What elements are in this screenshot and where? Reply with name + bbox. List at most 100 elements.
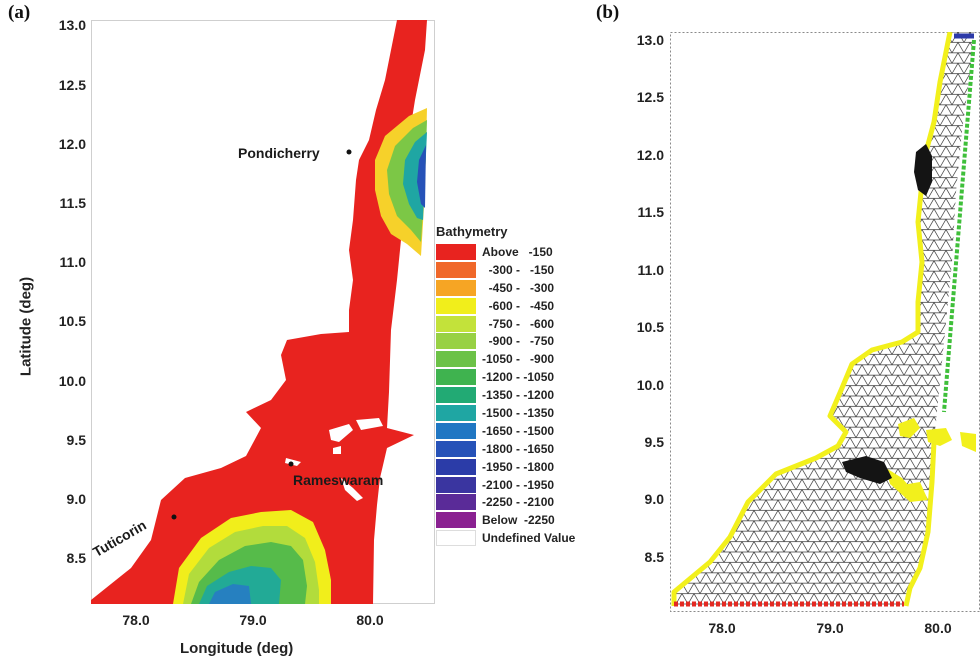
y-tick-label: 8.5	[644, 549, 664, 565]
y-axis-title: Latitude (deg)	[17, 276, 35, 377]
y-tick-label: 10.5	[636, 319, 664, 335]
y-tick-label: 10.0	[58, 373, 86, 389]
legend-item: -450 - -300	[436, 279, 626, 297]
y-tick-label: 9.0	[66, 491, 86, 507]
legend-item: -1050 - -900	[436, 350, 626, 368]
legend-swatch	[436, 387, 476, 404]
legend-item: -2250 - -2100	[436, 493, 626, 511]
legend-item: Below -2250	[436, 511, 626, 529]
place-label-rameswaram: Rameswaram	[293, 472, 384, 488]
legend-swatch	[436, 261, 476, 278]
y-tick-label: 11.0	[59, 254, 86, 270]
panel-a-label: (a)	[8, 2, 31, 23]
legend-label: -1050 - -900	[482, 352, 555, 367]
legend-rows: Above -150 -300 - -150 -450 - -300 -600 …	[436, 243, 626, 547]
legend-item: -1350 - -1200	[436, 386, 626, 404]
legend-label: -750 - -600	[482, 316, 555, 331]
y-tick-label: 13.0	[58, 17, 86, 33]
legend-swatch	[436, 351, 476, 368]
land-boundary-south	[903, 441, 937, 607]
y-tick-label: 12.5	[636, 89, 664, 105]
legend-item: Above -150	[436, 243, 626, 261]
panel-b-label: (b)	[596, 2, 620, 23]
legend-label: -1950 - -1800	[482, 459, 555, 474]
x-tick-label: 79.0	[816, 620, 844, 636]
x-tick-label: 78.0	[708, 620, 736, 636]
legend-item: Undefined Value	[436, 529, 626, 547]
legend-item: -1950 - -1800	[436, 458, 626, 476]
y-tick-label: 12.0	[58, 136, 86, 152]
bathymetry-legend: Bathymetry Above -150 -300 - -150 -450 -…	[436, 221, 626, 547]
legend-swatch	[436, 315, 476, 332]
y-tick-label: 13.0	[636, 32, 664, 48]
y-tick-label: 10.0	[636, 377, 664, 393]
y-tick-label: 11.5	[637, 204, 664, 220]
legend-item: -1500 - -1350	[436, 404, 626, 422]
legend-item: -1800 - -1650	[436, 440, 626, 458]
island-shape	[333, 446, 341, 454]
y-tick-label: 10.5	[58, 313, 86, 329]
x-axis-title: Longitude (deg)	[180, 640, 294, 657]
mesh-island	[898, 418, 920, 438]
legend-label: -1200 - -1050	[482, 370, 555, 385]
legend-swatch	[436, 458, 476, 475]
x-tick-label: 79.0	[239, 612, 267, 628]
legend-swatch	[436, 476, 476, 493]
legend-item: -1650 - -1500	[436, 422, 626, 440]
y-tick-label: 12.0	[636, 147, 664, 163]
legend-label: -1500 - -1350	[482, 405, 555, 420]
legend-swatch	[436, 297, 476, 314]
legend-item: -300 - -150	[436, 261, 626, 279]
bathymetry-map	[91, 20, 435, 604]
dense-mesh-region	[842, 456, 892, 484]
mesh-island	[896, 482, 928, 502]
legend-label: -900 - -750	[482, 334, 555, 349]
legend-item: -2100 - -1950	[436, 476, 626, 494]
legend-title: Bathymetry	[436, 224, 508, 239]
depth-blue-north	[417, 145, 426, 208]
y-tick-label: 8.5	[66, 550, 86, 566]
y-tick-label: 9.5	[66, 432, 86, 448]
legend-label: -300 - -150	[482, 262, 555, 277]
legend-label: Undefined Value	[482, 531, 576, 546]
legend-label: -1650 - -1500	[482, 423, 555, 438]
legend-swatch	[436, 333, 476, 350]
legend-label: -1800 - -1650	[482, 441, 555, 456]
legend-swatch	[436, 369, 476, 386]
y-tick-label: 12.5	[58, 77, 86, 93]
island-shape	[341, 478, 363, 501]
legend-label: -600 - -450	[482, 298, 555, 313]
legend-swatch	[436, 530, 476, 547]
legend-label: -2100 - -1950	[482, 477, 555, 492]
mesh-island	[960, 432, 976, 452]
legend-label: -2250 - -2100	[482, 495, 555, 510]
legend-item: -1200 - -1050	[436, 368, 626, 386]
x-tick-label: 78.0	[122, 612, 150, 628]
legend-swatch	[436, 243, 476, 260]
pondicherry-marker	[346, 149, 352, 155]
domain-red-fill	[91, 20, 427, 604]
legend-swatch	[436, 279, 476, 296]
legend-item: -750 - -600	[436, 315, 626, 333]
legend-swatch	[436, 422, 476, 439]
mesh-island	[926, 428, 952, 446]
mesh-map	[670, 32, 980, 612]
legend-item: -600 - -450	[436, 297, 626, 315]
x-tick-label: 80.0	[924, 620, 952, 636]
legend-label: Above -150	[482, 244, 553, 259]
x-tick-label: 80.0	[356, 612, 384, 628]
legend-label: Below -2250	[482, 513, 555, 528]
y-tick-label: 11.0	[637, 262, 664, 278]
depth-blue-south	[209, 584, 251, 604]
open-boundary-east	[942, 39, 976, 413]
tuticorin-marker	[171, 514, 177, 520]
legend-label: -1350 - -1200	[482, 388, 555, 403]
island-shape	[329, 424, 353, 442]
legend-swatch	[436, 440, 476, 457]
legend-swatch	[436, 512, 476, 529]
island-shape	[356, 418, 383, 430]
y-tick-label: 11.5	[59, 195, 86, 211]
legend-item: -900 - -750	[436, 332, 626, 350]
y-tick-label: 9.0	[644, 491, 664, 507]
place-label-pondicherry: Pondicherry	[238, 145, 320, 161]
